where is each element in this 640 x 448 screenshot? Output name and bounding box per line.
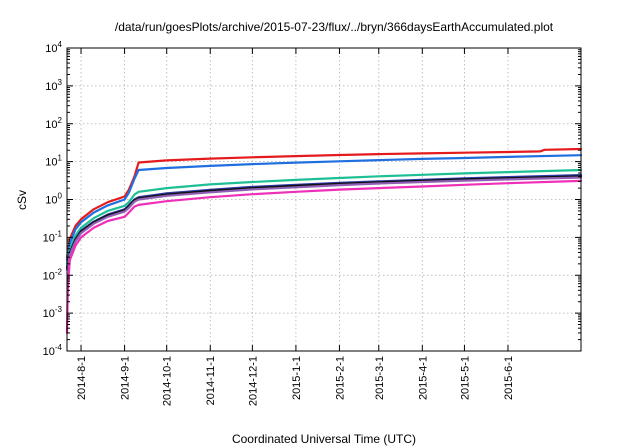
y-tick-label: 103 (45, 78, 62, 93)
chart-title: /data/run/goesPlots/archive/2015-07-23/f… (115, 20, 554, 34)
y-axis-label: cSv (15, 190, 29, 210)
x-tick-label: 2014-10-1 (162, 356, 174, 406)
y-axis: 10-4 10-3 10-2 10-1 100 101 102 103 104 (43, 40, 581, 358)
x-tick-label: 2014-9-1 (120, 356, 132, 400)
series-line-1 (65, 147, 583, 259)
x-tick-label: 2015-2-1 (334, 356, 346, 400)
y-tick-label: 101 (45, 154, 62, 169)
x-tick-label: 2015-1-1 (291, 356, 303, 400)
series-line-6 (65, 176, 583, 271)
series-line-3 (65, 168, 583, 265)
y-tick-label: 10-3 (43, 305, 63, 320)
series-group (65, 147, 583, 334)
y-tick-label: 102 (45, 116, 62, 131)
y-tick-label: 10-1 (43, 229, 63, 244)
x-tick-label: 2015-4-1 (417, 356, 429, 400)
y-tick-label: 104 (45, 40, 62, 55)
x-tick-label: 2014-11-1 (205, 356, 217, 405)
grid (67, 48, 581, 351)
series-line-2 (65, 154, 583, 262)
x-tick-label: 2015-6-1 (503, 356, 515, 400)
y-tick-label: 100 (45, 192, 62, 207)
x-axis-label: Coordinated Universal Time (UTC) (232, 432, 416, 446)
x-tick-label: 2015-5-1 (459, 356, 471, 400)
series-line-7 (65, 179, 583, 334)
y-tick-label: 10-4 (43, 343, 63, 358)
y-tick-label: 10-2 (43, 267, 63, 282)
series-line-4 (65, 174, 583, 269)
x-tick-label: 2015-3-1 (374, 356, 386, 400)
x-axis: 2014-8-1 2014-9-1 2014-10-1 2014-11-1 2014-1… (76, 48, 515, 406)
x-tick-label: 2014-8-1 (76, 356, 88, 400)
x-tick-label: 2014-12-1 (247, 356, 259, 406)
